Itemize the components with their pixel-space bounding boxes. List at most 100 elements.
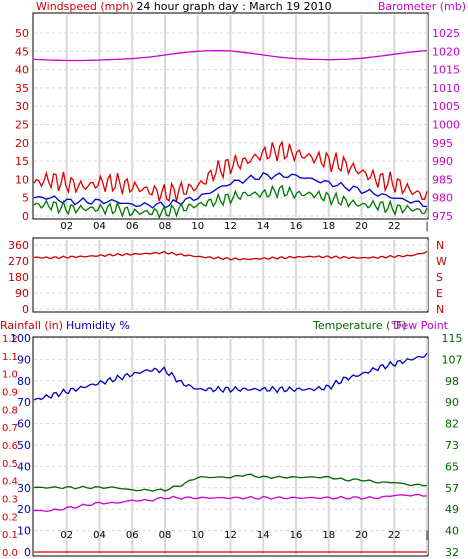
temperature-tick-label: 65 <box>445 460 459 473</box>
rainfall-tick-label: 1.0 <box>2 370 18 381</box>
x-tick-label: 18 <box>322 221 335 232</box>
barometer-tick-label: 975 <box>432 210 453 223</box>
windspeed-tick-label: 25 <box>15 119 29 132</box>
rainfall-tick-label: 0.7 <box>2 423 18 434</box>
x-tick-label: 08 <box>159 221 172 232</box>
humidity-tick-label: 40 <box>17 460 31 473</box>
direction-tick-label: 360 <box>8 239 29 252</box>
direction-tick-label: 270 <box>8 255 29 268</box>
rainfall-axis-label: Rainfall (in) <box>0 319 63 332</box>
rainfall-tick-label: 0.8 <box>2 405 18 416</box>
windspeed-axis-label: Windspeed (mph) <box>36 0 134 13</box>
dewpoint-line <box>33 493 428 513</box>
barometer-tick-label: 1015 <box>432 64 460 77</box>
wind-direction-line <box>33 250 428 261</box>
barometer-tick-label: 1005 <box>432 100 460 113</box>
barometer-tick-label: 985 <box>432 173 453 186</box>
x-tick-label: 12 <box>224 221 237 232</box>
rainfall-tick-label: 0.4 <box>2 477 18 488</box>
windspeed-tick-label: 50 <box>15 27 29 40</box>
temperature-tick-label: 107 <box>442 353 463 366</box>
x-tick-label: 04 <box>93 221 106 232</box>
barometer-tick-label: 995 <box>432 137 453 150</box>
humidity-tick-label: 30 <box>17 482 31 495</box>
temperature-tick-label: 90 <box>445 396 459 409</box>
windspeed-tick-label: 35 <box>15 82 29 95</box>
barometer-tick-label: 1025 <box>432 27 460 40</box>
temperature-tick-label: 49 <box>445 503 459 516</box>
barometer-axis-label: Barometer (mb) <box>378 0 466 13</box>
rainfall-tick-label: 0.3 <box>2 495 18 506</box>
x-tick-label: 06 <box>126 530 139 541</box>
temperature-tick-label: 32 <box>445 546 459 559</box>
rainfall-tick-label: 0.0 <box>2 548 18 559</box>
windspeed-tick-label: 40 <box>15 64 29 77</box>
x-tick-label: 14 <box>257 530 270 541</box>
compass-letter: E <box>436 287 443 300</box>
temperature-tick-label: 40 <box>445 525 459 538</box>
windspeed-tick-label: 0 <box>22 210 29 223</box>
x-tick-label: | <box>425 530 428 541</box>
direction-tick-label: 180 <box>8 271 29 284</box>
barometer-tick-label: 1000 <box>432 119 460 132</box>
x-tick-label: 02 <box>60 530 73 541</box>
rainfall-tick-label: 0.5 <box>2 459 18 470</box>
humidity-tick-label: 90 <box>17 353 31 366</box>
humidity-tick-label: 0 <box>24 546 31 559</box>
windspeed-tick-label: 20 <box>15 137 29 150</box>
low-wind-line <box>33 184 428 220</box>
humidity-axis-label: Humidity % <box>66 319 130 332</box>
barometer-tick-label: 1010 <box>432 82 460 95</box>
windspeed-tick-label: 10 <box>15 173 29 186</box>
rainfall-tick-label: 0.2 <box>2 512 18 523</box>
compass-letter: N <box>436 303 444 316</box>
humidity-tick-label: 70 <box>17 396 31 409</box>
windspeed-tick-label: 45 <box>15 45 29 58</box>
barometer-line <box>33 49 428 62</box>
x-tick-label: 10 <box>191 221 204 232</box>
direction-tick-label: 90 <box>15 287 29 300</box>
rainfall-tick-label: 0.9 <box>2 388 18 399</box>
humidity-tick-label: 60 <box>17 418 31 431</box>
rainfall-tick-label: 0.6 <box>2 441 18 452</box>
gust-line <box>33 140 428 202</box>
humidity-tick-label: 80 <box>17 375 31 388</box>
x-tick-label: 14 <box>257 221 270 232</box>
humidity-tick-label: 20 <box>17 503 31 516</box>
x-tick-label: 06 <box>126 221 139 232</box>
x-tick-label: 10 <box>191 530 204 541</box>
temperature-axis-label: Temperature (°F) <box>312 319 407 332</box>
direction-tick-label: 0 <box>22 303 29 316</box>
x-tick-label: 20 <box>355 530 368 541</box>
humidity-line <box>33 352 428 401</box>
windspeed-tick-label: 15 <box>15 155 29 168</box>
rainfall-tick-label: 1.1 <box>2 352 18 363</box>
temperature-tick-label: 73 <box>445 439 459 452</box>
rainfall-tick-label: 1.2 <box>2 334 18 345</box>
page-title: 24 hour graph day : March 19 2010 <box>136 0 331 13</box>
barometer-tick-label: 990 <box>432 155 453 168</box>
barometer-tick-label: 1020 <box>432 45 460 58</box>
temperature-line <box>33 473 428 492</box>
temperature-tick-label: 57 <box>445 482 459 495</box>
humidity-tick-label: 50 <box>17 439 31 452</box>
temperature-tick-label: 115 <box>442 332 463 345</box>
rainfall-tick-label: 0.1 <box>2 530 18 541</box>
x-tick-label: 22 <box>388 530 401 541</box>
windspeed-tick-label: 5 <box>22 192 29 205</box>
x-tick-label: 12 <box>224 530 237 541</box>
compass-letter: S <box>436 271 443 284</box>
x-tick-label: 02 <box>60 221 73 232</box>
x-tick-label: | <box>425 221 428 232</box>
temperature-tick-label: 82 <box>445 418 459 431</box>
compass-letter: W <box>436 255 447 268</box>
x-tick-label: 04 <box>93 530 106 541</box>
temperature-tick-label: 98 <box>445 375 459 388</box>
x-tick-label: 16 <box>290 221 303 232</box>
dewpoint-axis-label: Dew Point <box>393 319 449 332</box>
x-tick-label: 08 <box>159 530 172 541</box>
humidity-tick-label: 10 <box>17 525 31 538</box>
windspeed-tick-label: 30 <box>15 100 29 113</box>
barometer-tick-label: 980 <box>432 192 453 205</box>
